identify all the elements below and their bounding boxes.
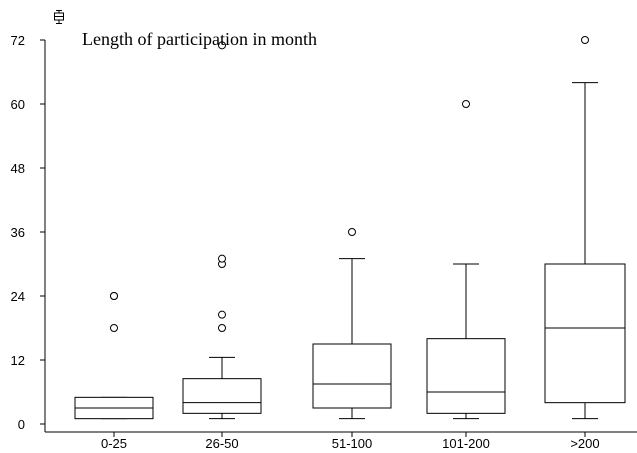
x-tick-label: 51-100	[332, 436, 372, 451]
box-group	[426, 100, 506, 420]
x-axis-ticks: 0-25 26-50 51-100 101-200 >200	[101, 432, 600, 451]
y-tick-label: 36	[11, 225, 25, 240]
axes	[44, 40, 637, 433]
y-tick-label: 24	[11, 289, 25, 304]
box	[312, 343, 392, 409]
y-tick-label: 72	[11, 33, 25, 48]
y-tick-label: 48	[11, 161, 25, 176]
box-group	[74, 292, 154, 420]
x-tick-label: 26-50	[205, 436, 238, 451]
x-tick-label: >200	[570, 436, 599, 451]
outlier-point	[462, 100, 470, 108]
outlier-point	[110, 324, 118, 332]
outlier-point	[218, 310, 226, 319]
box	[182, 378, 262, 414]
box-series	[74, 36, 626, 420]
outlier-point	[218, 324, 226, 332]
outlier-point	[110, 292, 118, 300]
y-tick-label: 12	[11, 353, 25, 368]
y-tick-label: 0	[18, 417, 25, 432]
y-tick-label: 60	[11, 97, 25, 112]
outlier-point	[348, 228, 356, 236]
box-group	[312, 228, 392, 420]
outlier-point	[218, 254, 226, 263]
x-tick-label: 0-25	[101, 436, 127, 451]
box	[426, 338, 506, 414]
chart-title: Length of participation in month	[82, 29, 317, 49]
y-axis-ticks: 0 12 24 36 48 60 72	[11, 33, 45, 432]
box-group	[182, 41, 262, 420]
box-plot-icon	[54, 10, 64, 24]
box-group	[544, 36, 626, 420]
outlier-point	[581, 36, 589, 44]
x-tick-label: 101-200	[442, 436, 490, 451]
box	[544, 263, 626, 404]
outlier-point	[218, 41, 226, 50]
